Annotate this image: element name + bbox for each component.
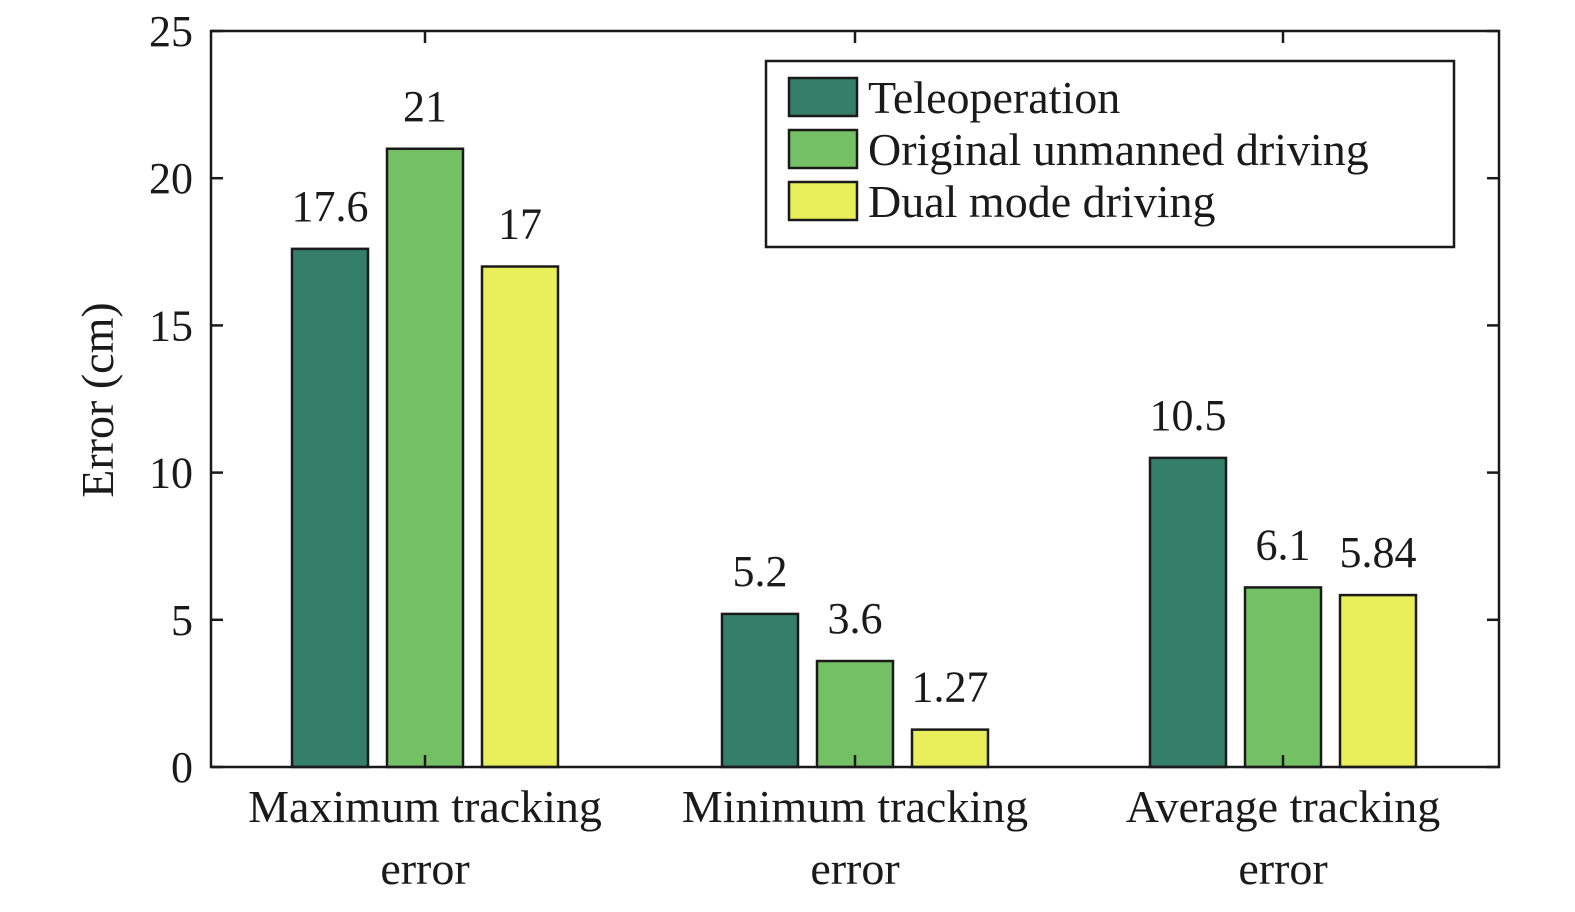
bar <box>815 659 895 769</box>
bar <box>910 728 990 769</box>
x-category-label: Average tracking <box>1126 781 1441 832</box>
y-axis-title: Error (cm) <box>72 302 123 497</box>
bar-value-label: 17.6 <box>292 182 369 231</box>
legend-swatch <box>787 128 859 170</box>
y-tick-label: 0 <box>171 743 193 792</box>
y-tick-label: 20 <box>149 154 193 203</box>
bar <box>1338 593 1418 769</box>
bar-value-label: 17 <box>498 200 542 249</box>
y-tick-label: 25 <box>149 7 193 56</box>
data-labels-layer: 17.6 5.2 10.5 21 3.6 6.1 17 1.27 5.84 <box>292 82 1417 712</box>
x-category-label: error <box>380 843 469 894</box>
bar-value-label: 10.5 <box>1150 391 1227 440</box>
bar-value-label: 21 <box>403 82 447 131</box>
x-category-label: error <box>1238 843 1327 894</box>
legend-swatch <box>787 180 859 222</box>
x-category-label: Maximum tracking <box>248 781 602 832</box>
y-tick-label: 10 <box>149 449 193 498</box>
bar <box>720 612 800 769</box>
bar <box>1243 586 1323 769</box>
bar-value-label: 1.27 <box>912 663 989 712</box>
legend-box <box>764 59 1456 249</box>
legend-swatch <box>787 76 859 118</box>
bar <box>290 247 370 769</box>
legend-label: Original unmanned driving <box>868 124 1369 175</box>
bar <box>1148 456 1228 769</box>
bar-value-label: 3.6 <box>828 594 883 643</box>
x-category-label: error <box>810 843 899 894</box>
bar <box>385 147 465 769</box>
y-tick-label: 15 <box>149 301 193 350</box>
bar-value-label: 6.1 <box>1256 520 1311 569</box>
bars-layer <box>290 147 1418 769</box>
axes-layer: 0 5 10 15 20 25 Maximum tracking error Minimum t… <box>149 7 1501 894</box>
y-tick-label: 5 <box>171 596 193 645</box>
legend-label: Dual mode driving <box>868 176 1216 227</box>
bar <box>480 265 560 769</box>
bar-value-label: 5.84 <box>1340 528 1417 577</box>
bar-value-label: 5.2 <box>733 547 788 596</box>
legend-label: Teleoperation <box>868 72 1120 123</box>
x-category-label: Minimum tracking <box>682 781 1028 832</box>
